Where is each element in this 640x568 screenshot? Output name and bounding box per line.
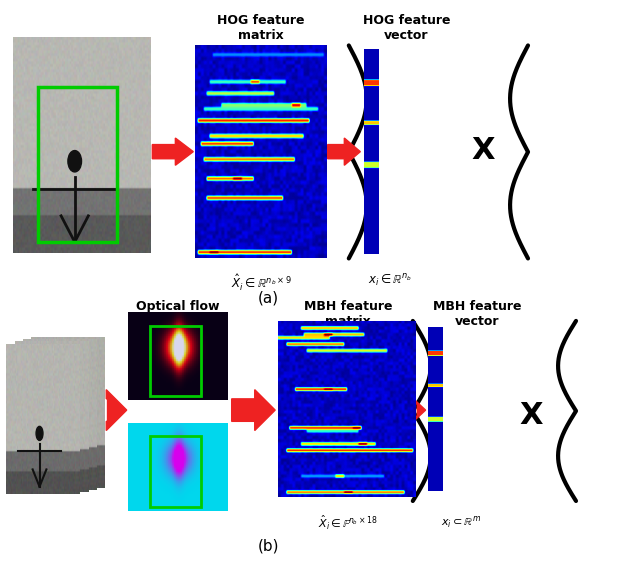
Polygon shape [232,390,275,431]
Polygon shape [106,390,127,431]
Text: $\mathbf{X}$: $\mathbf{X}$ [519,401,543,431]
Text: Optical flow
components: Optical flow components [135,300,221,328]
Polygon shape [152,138,193,165]
Polygon shape [413,398,426,422]
Text: MBH feature
matrix: MBH feature matrix [304,300,392,328]
Bar [150,325,202,396]
Text: HOG feature
matrix: HOG feature matrix [218,14,305,42]
Circle shape [61,420,68,434]
Circle shape [52,422,60,436]
Bar [38,86,117,242]
Polygon shape [328,138,360,165]
Text: $\hat{X}_i \in \mathbb{R}^{n_b \times 9}$: $\hat{X}_i \in \mathbb{R}^{n_b \times 9}… [231,273,291,293]
Text: MBH feature
vector: MBH feature vector [433,300,521,328]
Text: $x_i \in \mathbb{R}^{n_b}$: $x_i \in \mathbb{R}^{n_b}$ [369,273,412,289]
Circle shape [68,151,81,172]
Text: (a): (a) [258,291,280,306]
Text: (b): (b) [258,538,280,553]
Text: $\hat{X}_i \in \mathbb{F}^{n_b \times 18}$: $\hat{X}_i \in \mathbb{F}^{n_b \times 18… [319,514,378,532]
Text: HOG feature
vector: HOG feature vector [363,14,450,42]
Text: $\mathbf{X}$: $\mathbf{X}$ [471,136,495,165]
Circle shape [44,424,51,438]
Text: $x_i \subset \mathbb{R}^{m}$: $x_i \subset \mathbb{R}^{m}$ [441,514,481,530]
Circle shape [36,427,43,440]
Bar [150,436,202,507]
